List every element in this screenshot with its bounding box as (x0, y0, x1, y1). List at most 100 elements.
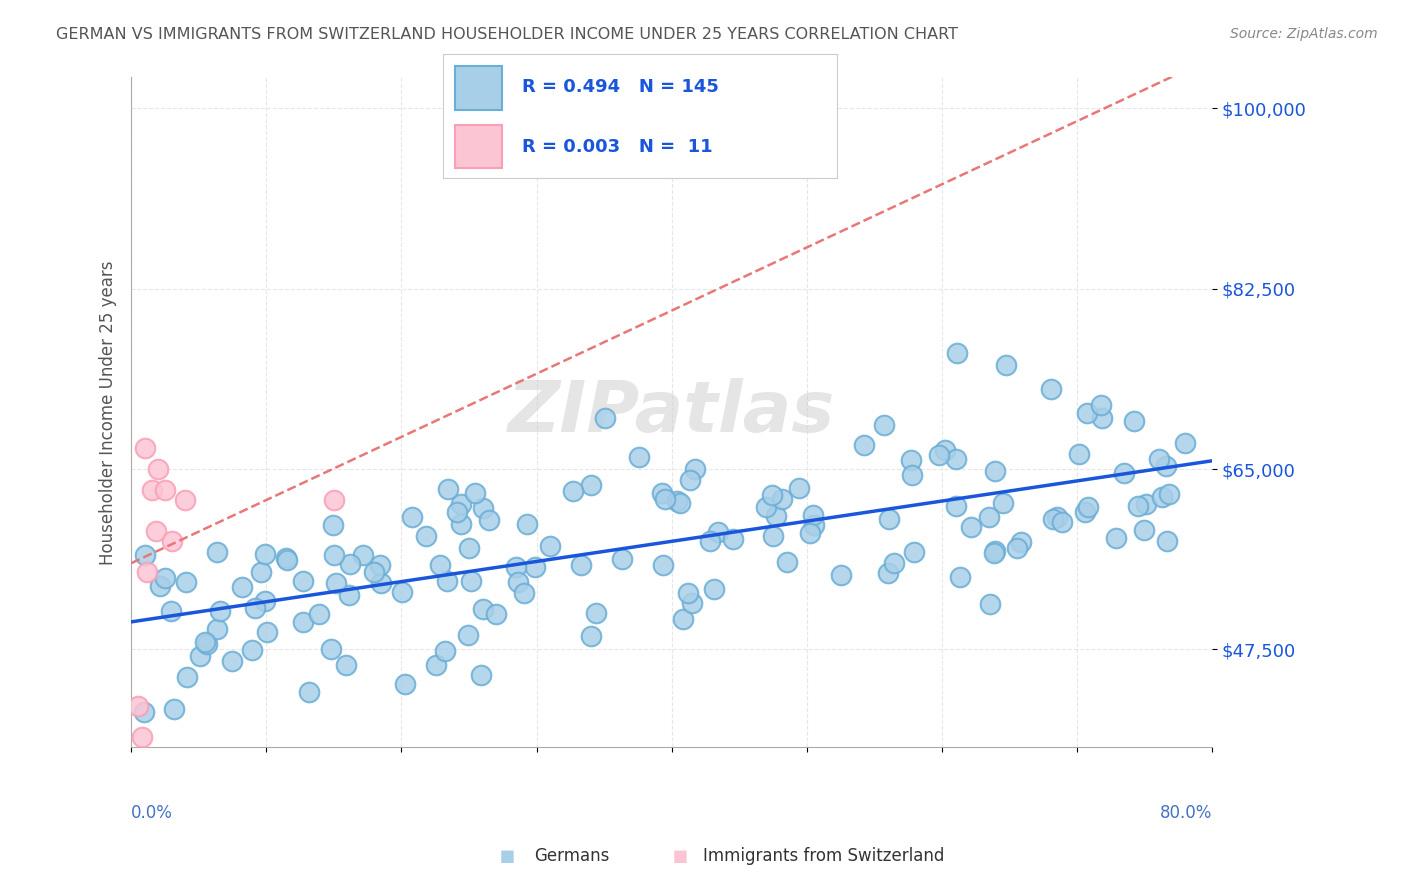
Point (872, 417, 894, 432)
Point (470, 668, 492, 682)
FancyBboxPatch shape (454, 125, 502, 169)
Point (370, 575, 392, 590)
Point (959, 519, 981, 533)
Point (651, 485, 673, 500)
Point (450, 517, 472, 532)
Point (391, 585, 413, 599)
Point (195, 637, 218, 651)
Point (132, 705, 155, 719)
Point (1133, 523, 1156, 537)
Point (464, 486, 486, 500)
Point (308, 607, 330, 622)
Point (208, 603, 231, 617)
Point (243, 600, 266, 615)
Point (1067, 447, 1090, 461)
Point (460, 574, 482, 588)
Text: 80.0%: 80.0% (1160, 804, 1212, 822)
Point (319, 642, 342, 657)
Point (141, 483, 163, 497)
Point (368, 558, 391, 572)
Point (666, 494, 689, 508)
Point (979, 597, 1001, 611)
Point (292, 615, 315, 630)
Text: R = 0.003   N =  11: R = 0.003 N = 11 (522, 138, 713, 156)
Point (292, 574, 315, 588)
Text: R = 0.494   N = 145: R = 0.494 N = 145 (522, 78, 718, 96)
Point (984, 543, 1007, 558)
Point (478, 513, 501, 527)
Point (335, 658, 357, 673)
Point (1147, 452, 1170, 467)
Point (401, 510, 423, 524)
Point (928, 448, 950, 462)
Point (505, 560, 527, 574)
Point (1105, 531, 1128, 545)
Point (434, 644, 457, 658)
Point (160, 604, 183, 618)
Point (485, 607, 508, 621)
Point (593, 410, 616, 425)
Point (1050, 515, 1073, 529)
Point (610, 551, 633, 566)
Point (672, 612, 695, 626)
Point (945, 499, 967, 513)
Point (562, 484, 585, 499)
Point (174, 574, 197, 589)
Point (339, 557, 361, 571)
Point (176, 670, 198, 684)
Point (363, 565, 385, 579)
Point (415, 529, 437, 543)
Point (678, 473, 700, 487)
Point (699, 534, 721, 549)
Point (145, 524, 167, 538)
Point (323, 548, 346, 562)
Point (188, 649, 211, 664)
Point (1010, 535, 1032, 549)
Point (761, 487, 783, 501)
Point (983, 546, 1005, 560)
Point (352, 548, 374, 562)
Point (131, 730, 153, 744)
Point (770, 492, 793, 507)
Point (1152, 490, 1174, 504)
Point (787, 481, 810, 495)
Point (876, 566, 898, 581)
Point (250, 566, 273, 580)
Point (508, 574, 530, 589)
Point (803, 517, 825, 532)
Point (903, 545, 925, 559)
Text: Source: ZipAtlas.com: Source: ZipAtlas.com (1230, 27, 1378, 41)
Point (276, 553, 298, 567)
Point (1090, 398, 1112, 412)
Point (1157, 487, 1180, 501)
Point (1123, 414, 1146, 428)
Point (194, 635, 217, 649)
Point (437, 482, 460, 496)
Point (1076, 406, 1098, 420)
Point (723, 533, 745, 547)
Point (512, 586, 534, 600)
Point (127, 699, 149, 714)
Point (1112, 466, 1135, 480)
Point (830, 568, 852, 582)
Point (149, 579, 172, 593)
Point (450, 497, 472, 511)
Point (457, 541, 479, 555)
Point (515, 517, 537, 532)
Point (569, 558, 592, 572)
Point (524, 559, 547, 574)
Point (153, 570, 176, 584)
Point (946, 346, 969, 360)
Point (538, 539, 561, 553)
Point (221, 654, 243, 668)
Point (945, 451, 967, 466)
Point (799, 525, 821, 540)
Point (322, 493, 344, 508)
Point (991, 496, 1014, 510)
Point (436, 574, 458, 589)
Point (205, 545, 228, 559)
Point (253, 593, 276, 607)
Point (153, 483, 176, 497)
Point (163, 702, 186, 716)
Point (1135, 497, 1157, 511)
